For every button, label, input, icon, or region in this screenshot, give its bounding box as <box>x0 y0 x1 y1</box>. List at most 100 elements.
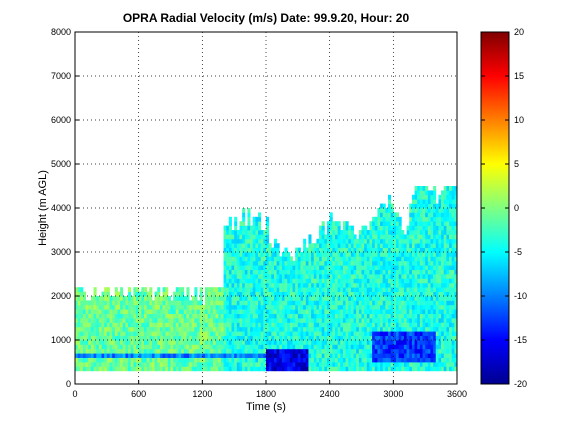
heat-cell <box>138 300 142 306</box>
heat-cell <box>295 357 299 363</box>
heat-cell <box>106 326 110 332</box>
heat-cell <box>348 291 352 297</box>
heat-cell <box>149 357 153 363</box>
heat-cell <box>446 190 450 196</box>
heat-cell <box>231 348 235 354</box>
heat-cell <box>361 304 365 310</box>
heat-cell <box>427 287 431 292</box>
heat-cell <box>372 335 376 341</box>
heat-cell <box>454 230 457 235</box>
heat-cell <box>114 366 118 372</box>
heat-cell <box>252 331 256 336</box>
heat-cell <box>319 353 323 358</box>
heat-cell <box>393 238 397 244</box>
heat-cell <box>340 265 344 270</box>
heat-cell <box>409 313 413 319</box>
heat-cell <box>170 362 174 367</box>
heat-cell <box>361 357 365 363</box>
heat-cell <box>385 296 389 301</box>
heat-cell <box>443 194 447 200</box>
heat-cell <box>348 348 352 354</box>
heat-cell <box>149 296 153 301</box>
heat-cell <box>340 256 344 262</box>
heat-cell <box>438 260 442 266</box>
heat-cell <box>263 357 267 363</box>
heat-cell <box>295 366 299 372</box>
heat-cell <box>382 326 386 332</box>
heat-cell <box>433 318 437 323</box>
heat-cell <box>157 340 161 345</box>
heat-cell <box>234 269 238 275</box>
heat-cell <box>358 357 362 363</box>
heat-cell <box>385 318 389 323</box>
heat-cell <box>109 362 113 367</box>
heat-cell <box>430 247 434 253</box>
heat-cell <box>300 296 304 301</box>
heat-cell <box>263 326 267 332</box>
heat-cell <box>104 366 108 372</box>
heat-cell <box>361 309 365 314</box>
heat-cell <box>449 348 453 354</box>
heat-cell <box>303 353 307 358</box>
heat-cell <box>236 340 240 345</box>
heat-cell <box>409 208 413 213</box>
heat-cell <box>372 256 376 262</box>
heat-cell <box>90 366 94 372</box>
heat-cell <box>388 243 392 248</box>
heat-cell <box>382 335 386 341</box>
heat-cell <box>260 348 264 354</box>
heat-cell <box>308 300 312 306</box>
heat-cell <box>388 278 392 284</box>
heat-cell <box>409 357 413 363</box>
heat-cell <box>101 362 105 367</box>
heat-cell <box>250 313 254 319</box>
y-tick-label: 1000 <box>51 335 71 345</box>
heat-cell <box>382 247 386 253</box>
heat-cell <box>93 304 97 310</box>
heat-cell <box>449 318 453 323</box>
heat-cell <box>130 348 134 354</box>
heat-cell <box>332 331 336 336</box>
heat-cell <box>438 278 442 284</box>
heat-cell <box>353 335 357 341</box>
heat-cell <box>204 318 209 323</box>
heat-cell <box>382 322 386 328</box>
heat-cell <box>417 274 421 279</box>
heat-cell <box>340 331 344 336</box>
heat-cell <box>157 296 161 301</box>
heat-cell <box>170 300 174 306</box>
heat-cell <box>446 300 450 306</box>
heat-cell <box>327 344 331 350</box>
heat-cell <box>252 357 256 363</box>
heat-cell <box>231 260 235 266</box>
heat-cell <box>305 326 309 332</box>
heat-cell <box>189 366 193 372</box>
heat-cell <box>403 278 407 284</box>
heat-cell <box>220 357 224 363</box>
heat-cell <box>345 318 349 323</box>
heat-cell <box>350 265 354 270</box>
heat-cell <box>173 357 177 363</box>
heat-cell <box>138 296 142 301</box>
heat-cell <box>98 304 102 310</box>
heat-cell <box>435 362 439 367</box>
heat-cell <box>122 322 126 328</box>
heat-cell <box>409 260 413 266</box>
heat-cell <box>75 304 79 310</box>
heat-cell <box>305 291 309 297</box>
heat-cell <box>334 278 339 284</box>
heat-cell <box>297 300 301 306</box>
heat-cell <box>446 366 450 372</box>
heat-cell <box>247 265 251 270</box>
heat-cell <box>321 238 325 244</box>
heat-cell <box>308 313 312 319</box>
heat-cell <box>223 243 227 248</box>
heat-cell <box>425 335 429 341</box>
heat-cell <box>157 331 161 336</box>
heat-cell <box>327 304 331 310</box>
heat-cell <box>454 353 457 358</box>
heat-cell <box>438 291 442 297</box>
heat-cell <box>218 291 222 297</box>
heat-cell <box>427 291 431 297</box>
heat-cell <box>361 243 365 248</box>
